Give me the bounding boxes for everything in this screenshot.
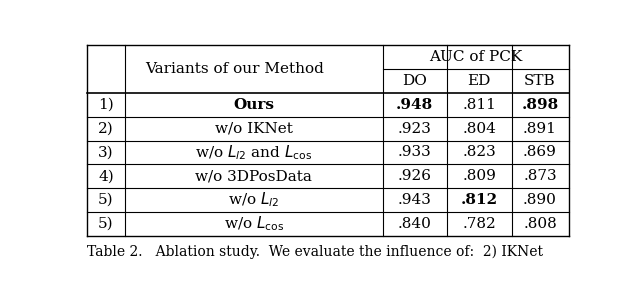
Text: 2): 2) bbox=[98, 122, 114, 136]
Text: .891: .891 bbox=[523, 122, 557, 136]
Text: .873: .873 bbox=[524, 169, 557, 183]
Text: w/o $L_{l2}$: w/o $L_{l2}$ bbox=[228, 191, 279, 209]
Text: w/o $L_{\mathrm{cos}}$: w/o $L_{\mathrm{cos}}$ bbox=[223, 214, 284, 233]
Text: .811: .811 bbox=[462, 98, 496, 112]
Text: w/o 3DPosData: w/o 3DPosData bbox=[195, 169, 312, 183]
Text: AUC of PCK: AUC of PCK bbox=[429, 50, 522, 64]
Text: Table 2.   Ablation study.  We evaluate the influence of:  2) IKNet: Table 2. Ablation study. We evaluate the… bbox=[88, 244, 543, 259]
Text: .869: .869 bbox=[523, 146, 557, 159]
Text: 1): 1) bbox=[98, 98, 114, 112]
Text: .804: .804 bbox=[462, 122, 496, 136]
Text: .808: .808 bbox=[523, 217, 557, 231]
Text: .823: .823 bbox=[463, 146, 496, 159]
Text: Ours: Ours bbox=[233, 98, 274, 112]
Text: 4): 4) bbox=[98, 169, 114, 183]
Text: ED: ED bbox=[468, 74, 491, 88]
Text: STB: STB bbox=[524, 74, 556, 88]
Text: w/o IKNet: w/o IKNet bbox=[214, 122, 292, 136]
Text: .948: .948 bbox=[396, 98, 433, 112]
Text: 5): 5) bbox=[98, 193, 114, 207]
Text: .782: .782 bbox=[463, 217, 496, 231]
Text: .890: .890 bbox=[523, 193, 557, 207]
Text: Variants of our Method: Variants of our Method bbox=[145, 62, 324, 76]
Text: .933: .933 bbox=[398, 146, 431, 159]
Text: .923: .923 bbox=[398, 122, 432, 136]
Text: .809: .809 bbox=[462, 169, 496, 183]
Text: 5): 5) bbox=[98, 217, 114, 231]
Text: w/o $L_{l2}$ and $L_{\mathrm{cos}}$: w/o $L_{l2}$ and $L_{\mathrm{cos}}$ bbox=[195, 143, 312, 162]
Text: .943: .943 bbox=[398, 193, 432, 207]
Text: .898: .898 bbox=[522, 98, 559, 112]
Text: DO: DO bbox=[403, 74, 428, 88]
Text: .840: .840 bbox=[398, 217, 432, 231]
Text: .926: .926 bbox=[398, 169, 432, 183]
Text: .812: .812 bbox=[461, 193, 498, 207]
Text: 3): 3) bbox=[98, 146, 114, 159]
